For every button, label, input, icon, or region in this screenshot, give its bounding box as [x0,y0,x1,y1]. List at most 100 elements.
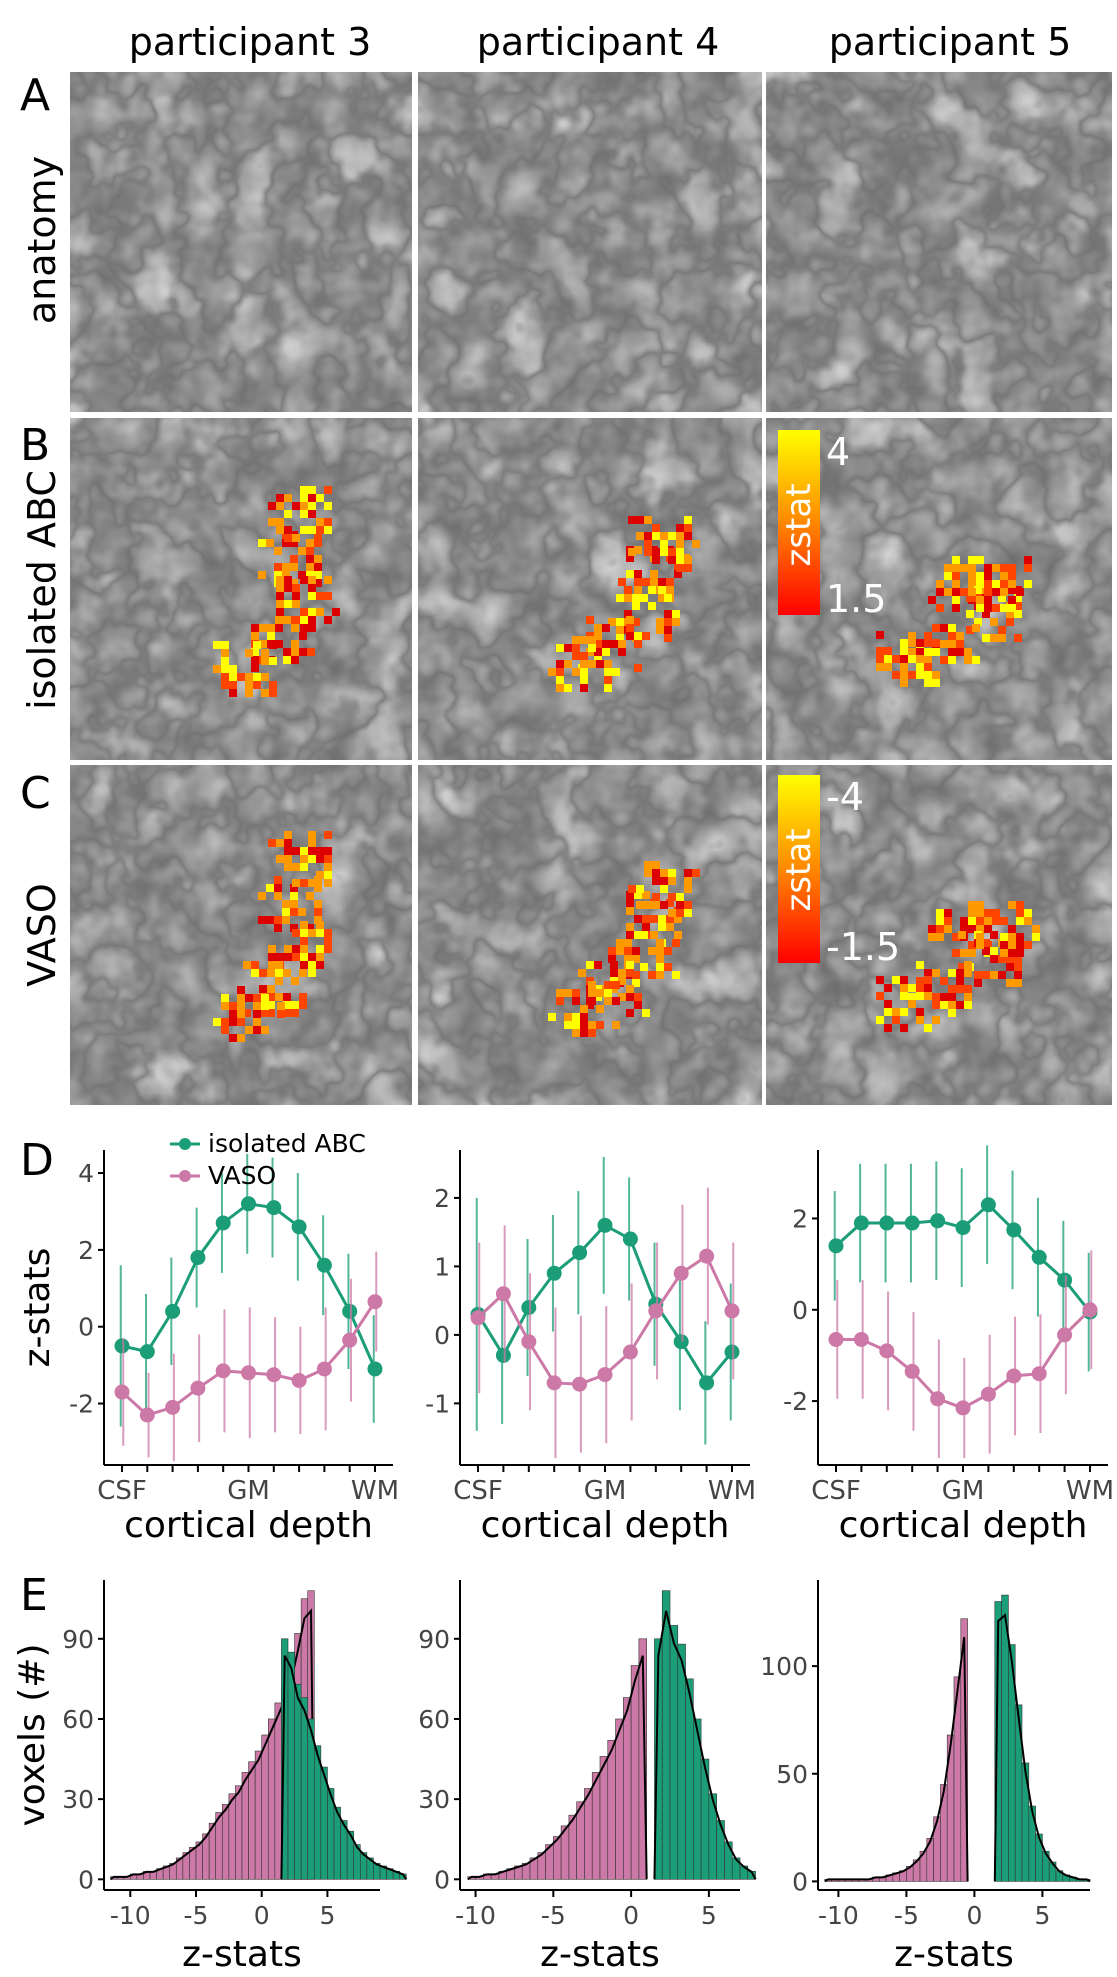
activation-voxel [676,532,684,540]
activation-voxel [884,1000,892,1008]
x-tick-label: -10 [818,1901,859,1930]
x-axis-label: z-stats [540,1934,660,1975]
data-point [622,1344,638,1360]
activation-voxel [1016,909,1024,917]
data-point [622,1231,638,1247]
activation-voxel [634,1001,642,1009]
activation-voxel [974,971,982,979]
activation-voxel [956,640,964,648]
density-curve [653,1610,757,1880]
activation-voxel [306,547,314,555]
activation-voxel [300,879,308,887]
activation-voxel [674,931,682,939]
activation-voxel [900,647,908,655]
histogram-vaso [824,1618,969,1883]
colorbar-isolated-abc: zstat 4 1.5 [778,430,886,621]
activation-voxel [268,945,276,953]
series-line [121,1202,377,1370]
activation-voxel [316,871,324,879]
activation-voxel [656,626,664,634]
activation-voxel [596,1005,604,1013]
activation-voxel [276,600,284,608]
activation-voxel [308,831,316,839]
activation-voxel [268,839,276,847]
activation-voxel [1000,588,1008,596]
activation-voxel [664,610,672,618]
activation-voxel [283,993,291,1001]
data-point [597,1217,613,1233]
isolated-abc-image-p3 [70,418,412,760]
activation-voxel [269,657,277,665]
activation-voxel [604,989,612,997]
y-tick-label: 0 [792,1867,808,1896]
activation-voxel [229,673,237,681]
activation-voxel [300,526,308,534]
activation-voxel [299,632,307,640]
activation-voxel [300,576,308,584]
activation-voxel [300,486,308,494]
activation-voxel [1008,949,1016,957]
activation-voxel [684,564,692,572]
data-point [828,1331,844,1347]
activation-voxel [668,556,676,564]
activation-voxel [1008,604,1016,612]
activation-voxel [324,486,332,494]
activation-voxel [634,915,642,923]
x-tick-label: 0 [254,1901,270,1930]
activation-voxel [660,548,668,556]
activation-voxel [267,985,275,993]
activation-voxel [299,1001,307,1009]
activation-voxel [290,900,298,908]
activation-voxel [229,1010,237,1018]
activation-voxel [314,900,322,908]
activation-voxel [308,526,316,534]
activation-voxel [684,532,692,540]
row-label-vaso: VASO [20,883,64,987]
activation-voxel [984,572,992,580]
histogram-bar [228,1793,236,1880]
vaso-image-p4 [418,765,762,1105]
activation-voxel [656,963,664,971]
activation-voxel [1006,618,1014,626]
activation-voxel [692,869,700,877]
activation-voxel [1014,971,1022,979]
activation-voxel [221,994,229,1002]
activation-voxel [1016,933,1024,941]
activation-voxel [664,963,672,971]
activation-voxel [936,917,944,925]
activation-voxel [316,494,324,502]
activation-voxel [924,984,932,992]
activation-voxel [268,502,276,510]
activation-voxel [626,961,634,969]
activation-voxel [982,634,990,642]
activation-voxel [908,648,916,656]
activation-voxel [1014,610,1022,618]
activation-voxel [664,594,672,602]
activation-voxel [586,961,594,969]
activation-voxel [644,861,652,869]
activation-voxel [1016,917,1024,925]
activation-voxel [274,547,282,555]
activation-voxel [308,929,316,937]
activation-voxel [276,494,284,502]
activation-voxel [924,679,932,687]
activation-voxel [892,1008,900,1016]
activation-voxel [602,640,610,648]
colorbar-title: zstat [779,828,819,911]
activation-voxel [274,924,282,932]
y-tick-label: 1 [434,1252,450,1281]
mri-texture [418,765,762,1105]
activation-voxel [676,909,684,917]
activation-voxel [580,636,588,644]
activation-voxel [274,892,282,900]
data-point [930,1213,946,1229]
activation-voxel [572,652,580,660]
activation-voxel [634,664,642,672]
activation-voxel [624,586,632,594]
activation-voxel [626,899,634,907]
activation-voxel [268,518,276,526]
activation-voxel [628,548,636,556]
activation-voxel [1024,917,1032,925]
data-point [266,1200,282,1216]
x-tick-label: CSF [97,1476,147,1506]
